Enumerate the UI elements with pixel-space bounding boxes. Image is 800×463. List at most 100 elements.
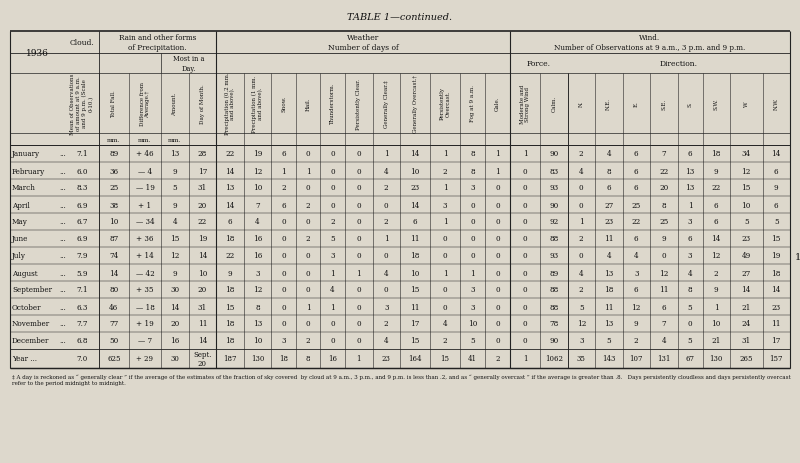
Text: 17: 17 bbox=[410, 320, 420, 328]
Text: 23: 23 bbox=[410, 184, 419, 192]
Text: 0: 0 bbox=[470, 201, 475, 209]
Text: 9: 9 bbox=[634, 320, 638, 328]
Text: Calm.: Calm. bbox=[551, 96, 556, 112]
Text: + 29: + 29 bbox=[137, 355, 154, 363]
Text: 0: 0 bbox=[357, 286, 361, 294]
Text: mm.: mm. bbox=[107, 137, 121, 142]
Text: 13: 13 bbox=[170, 150, 180, 158]
Text: 6: 6 bbox=[634, 184, 638, 192]
Text: 10: 10 bbox=[198, 269, 207, 277]
Text: Amount.: Amount. bbox=[173, 92, 178, 115]
Text: 1: 1 bbox=[282, 167, 286, 175]
Text: 6.3: 6.3 bbox=[76, 303, 87, 311]
Text: 3: 3 bbox=[688, 218, 692, 226]
Text: 0: 0 bbox=[495, 252, 500, 260]
Text: 0: 0 bbox=[442, 303, 447, 311]
Text: 22: 22 bbox=[226, 150, 234, 158]
Text: 34: 34 bbox=[742, 150, 751, 158]
Text: + 36: + 36 bbox=[136, 235, 154, 243]
Text: Generally Overcast.†: Generally Overcast.† bbox=[413, 75, 418, 133]
Text: 15: 15 bbox=[170, 235, 180, 243]
Text: 14: 14 bbox=[109, 269, 118, 277]
Text: 2: 2 bbox=[579, 286, 583, 294]
Text: 0: 0 bbox=[357, 201, 361, 209]
Text: 22: 22 bbox=[659, 167, 668, 175]
Text: 15: 15 bbox=[771, 235, 781, 243]
Text: 1062: 1062 bbox=[545, 355, 562, 363]
Text: 0: 0 bbox=[495, 337, 500, 345]
Text: 2: 2 bbox=[330, 218, 335, 226]
Text: 0: 0 bbox=[357, 167, 361, 175]
Text: 23: 23 bbox=[742, 235, 751, 243]
Text: Weather
Number of days of: Weather Number of days of bbox=[328, 34, 398, 51]
Text: 0: 0 bbox=[522, 218, 527, 226]
Text: 11: 11 bbox=[198, 320, 207, 328]
Text: 11: 11 bbox=[604, 303, 614, 311]
Text: 14: 14 bbox=[198, 252, 207, 260]
Text: 0: 0 bbox=[282, 218, 286, 226]
Text: 9: 9 bbox=[714, 167, 718, 175]
Text: 1: 1 bbox=[356, 269, 361, 277]
Text: August: August bbox=[12, 269, 38, 277]
Text: 1936: 1936 bbox=[26, 49, 49, 57]
Text: 10: 10 bbox=[253, 184, 262, 192]
Text: 107: 107 bbox=[630, 355, 643, 363]
Text: 4: 4 bbox=[384, 337, 389, 345]
Text: S.W.: S.W. bbox=[714, 98, 718, 110]
Text: 20: 20 bbox=[170, 320, 180, 328]
Text: 21: 21 bbox=[711, 337, 721, 345]
Text: 130: 130 bbox=[710, 355, 723, 363]
Text: W.: W. bbox=[744, 100, 749, 107]
Text: — 4: — 4 bbox=[138, 167, 152, 175]
Text: 0: 0 bbox=[282, 252, 286, 260]
Text: 28: 28 bbox=[198, 150, 207, 158]
Text: Mean of Observations
of amount at 9 a.m.
and 9 p.m. (Scale
0-10.): Mean of Observations of amount at 9 a.m.… bbox=[70, 73, 94, 134]
Text: December: December bbox=[12, 337, 50, 345]
Text: 0: 0 bbox=[330, 167, 335, 175]
Text: 15: 15 bbox=[742, 184, 751, 192]
Text: 31: 31 bbox=[198, 303, 207, 311]
Text: 1: 1 bbox=[522, 150, 527, 158]
Text: 19: 19 bbox=[198, 235, 207, 243]
Text: 20: 20 bbox=[198, 286, 207, 294]
Text: 3: 3 bbox=[579, 337, 583, 345]
Text: — 18: — 18 bbox=[135, 303, 154, 311]
Text: Rain and other forms
of Precipitation.: Rain and other forms of Precipitation. bbox=[119, 34, 196, 51]
Text: 14: 14 bbox=[795, 252, 800, 262]
Text: mm.: mm. bbox=[138, 137, 152, 142]
Text: Precipitation (0.2 mm.
and above).: Precipitation (0.2 mm. and above). bbox=[224, 73, 236, 135]
Text: 8.3: 8.3 bbox=[76, 184, 87, 192]
Text: 0: 0 bbox=[384, 286, 389, 294]
Text: 9: 9 bbox=[228, 269, 232, 277]
Text: 1: 1 bbox=[495, 167, 500, 175]
Text: 14: 14 bbox=[226, 201, 234, 209]
Text: 5: 5 bbox=[606, 337, 611, 345]
Text: 3: 3 bbox=[470, 303, 474, 311]
Text: 1: 1 bbox=[306, 167, 310, 175]
Text: 31: 31 bbox=[198, 184, 207, 192]
Text: 0: 0 bbox=[330, 320, 335, 328]
Text: 0: 0 bbox=[522, 235, 527, 243]
Text: 18: 18 bbox=[226, 235, 234, 243]
Text: 7.0: 7.0 bbox=[76, 355, 87, 363]
Text: 0: 0 bbox=[579, 184, 583, 192]
Text: Cloud.: Cloud. bbox=[70, 39, 94, 47]
Text: + 46: + 46 bbox=[136, 150, 154, 158]
Text: 4: 4 bbox=[330, 286, 335, 294]
Text: 0: 0 bbox=[522, 320, 527, 328]
Text: 1: 1 bbox=[306, 303, 310, 311]
Text: 0: 0 bbox=[357, 150, 361, 158]
Text: 18: 18 bbox=[226, 320, 234, 328]
Text: 78: 78 bbox=[549, 320, 558, 328]
Text: 88: 88 bbox=[549, 303, 558, 311]
Text: Direction.: Direction. bbox=[660, 60, 698, 68]
Text: Persistently Clear.: Persistently Clear. bbox=[356, 78, 362, 129]
Text: 77: 77 bbox=[109, 320, 118, 328]
Text: 46: 46 bbox=[109, 303, 118, 311]
Text: 6: 6 bbox=[634, 235, 638, 243]
Text: ...: ... bbox=[59, 184, 66, 192]
Text: 0: 0 bbox=[384, 201, 389, 209]
Text: 11: 11 bbox=[771, 320, 781, 328]
Text: 6: 6 bbox=[688, 150, 692, 158]
Text: 13: 13 bbox=[604, 269, 614, 277]
